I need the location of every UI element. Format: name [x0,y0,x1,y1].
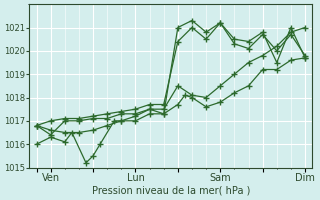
X-axis label: Pression niveau de la mer( hPa ): Pression niveau de la mer( hPa ) [92,186,250,196]
